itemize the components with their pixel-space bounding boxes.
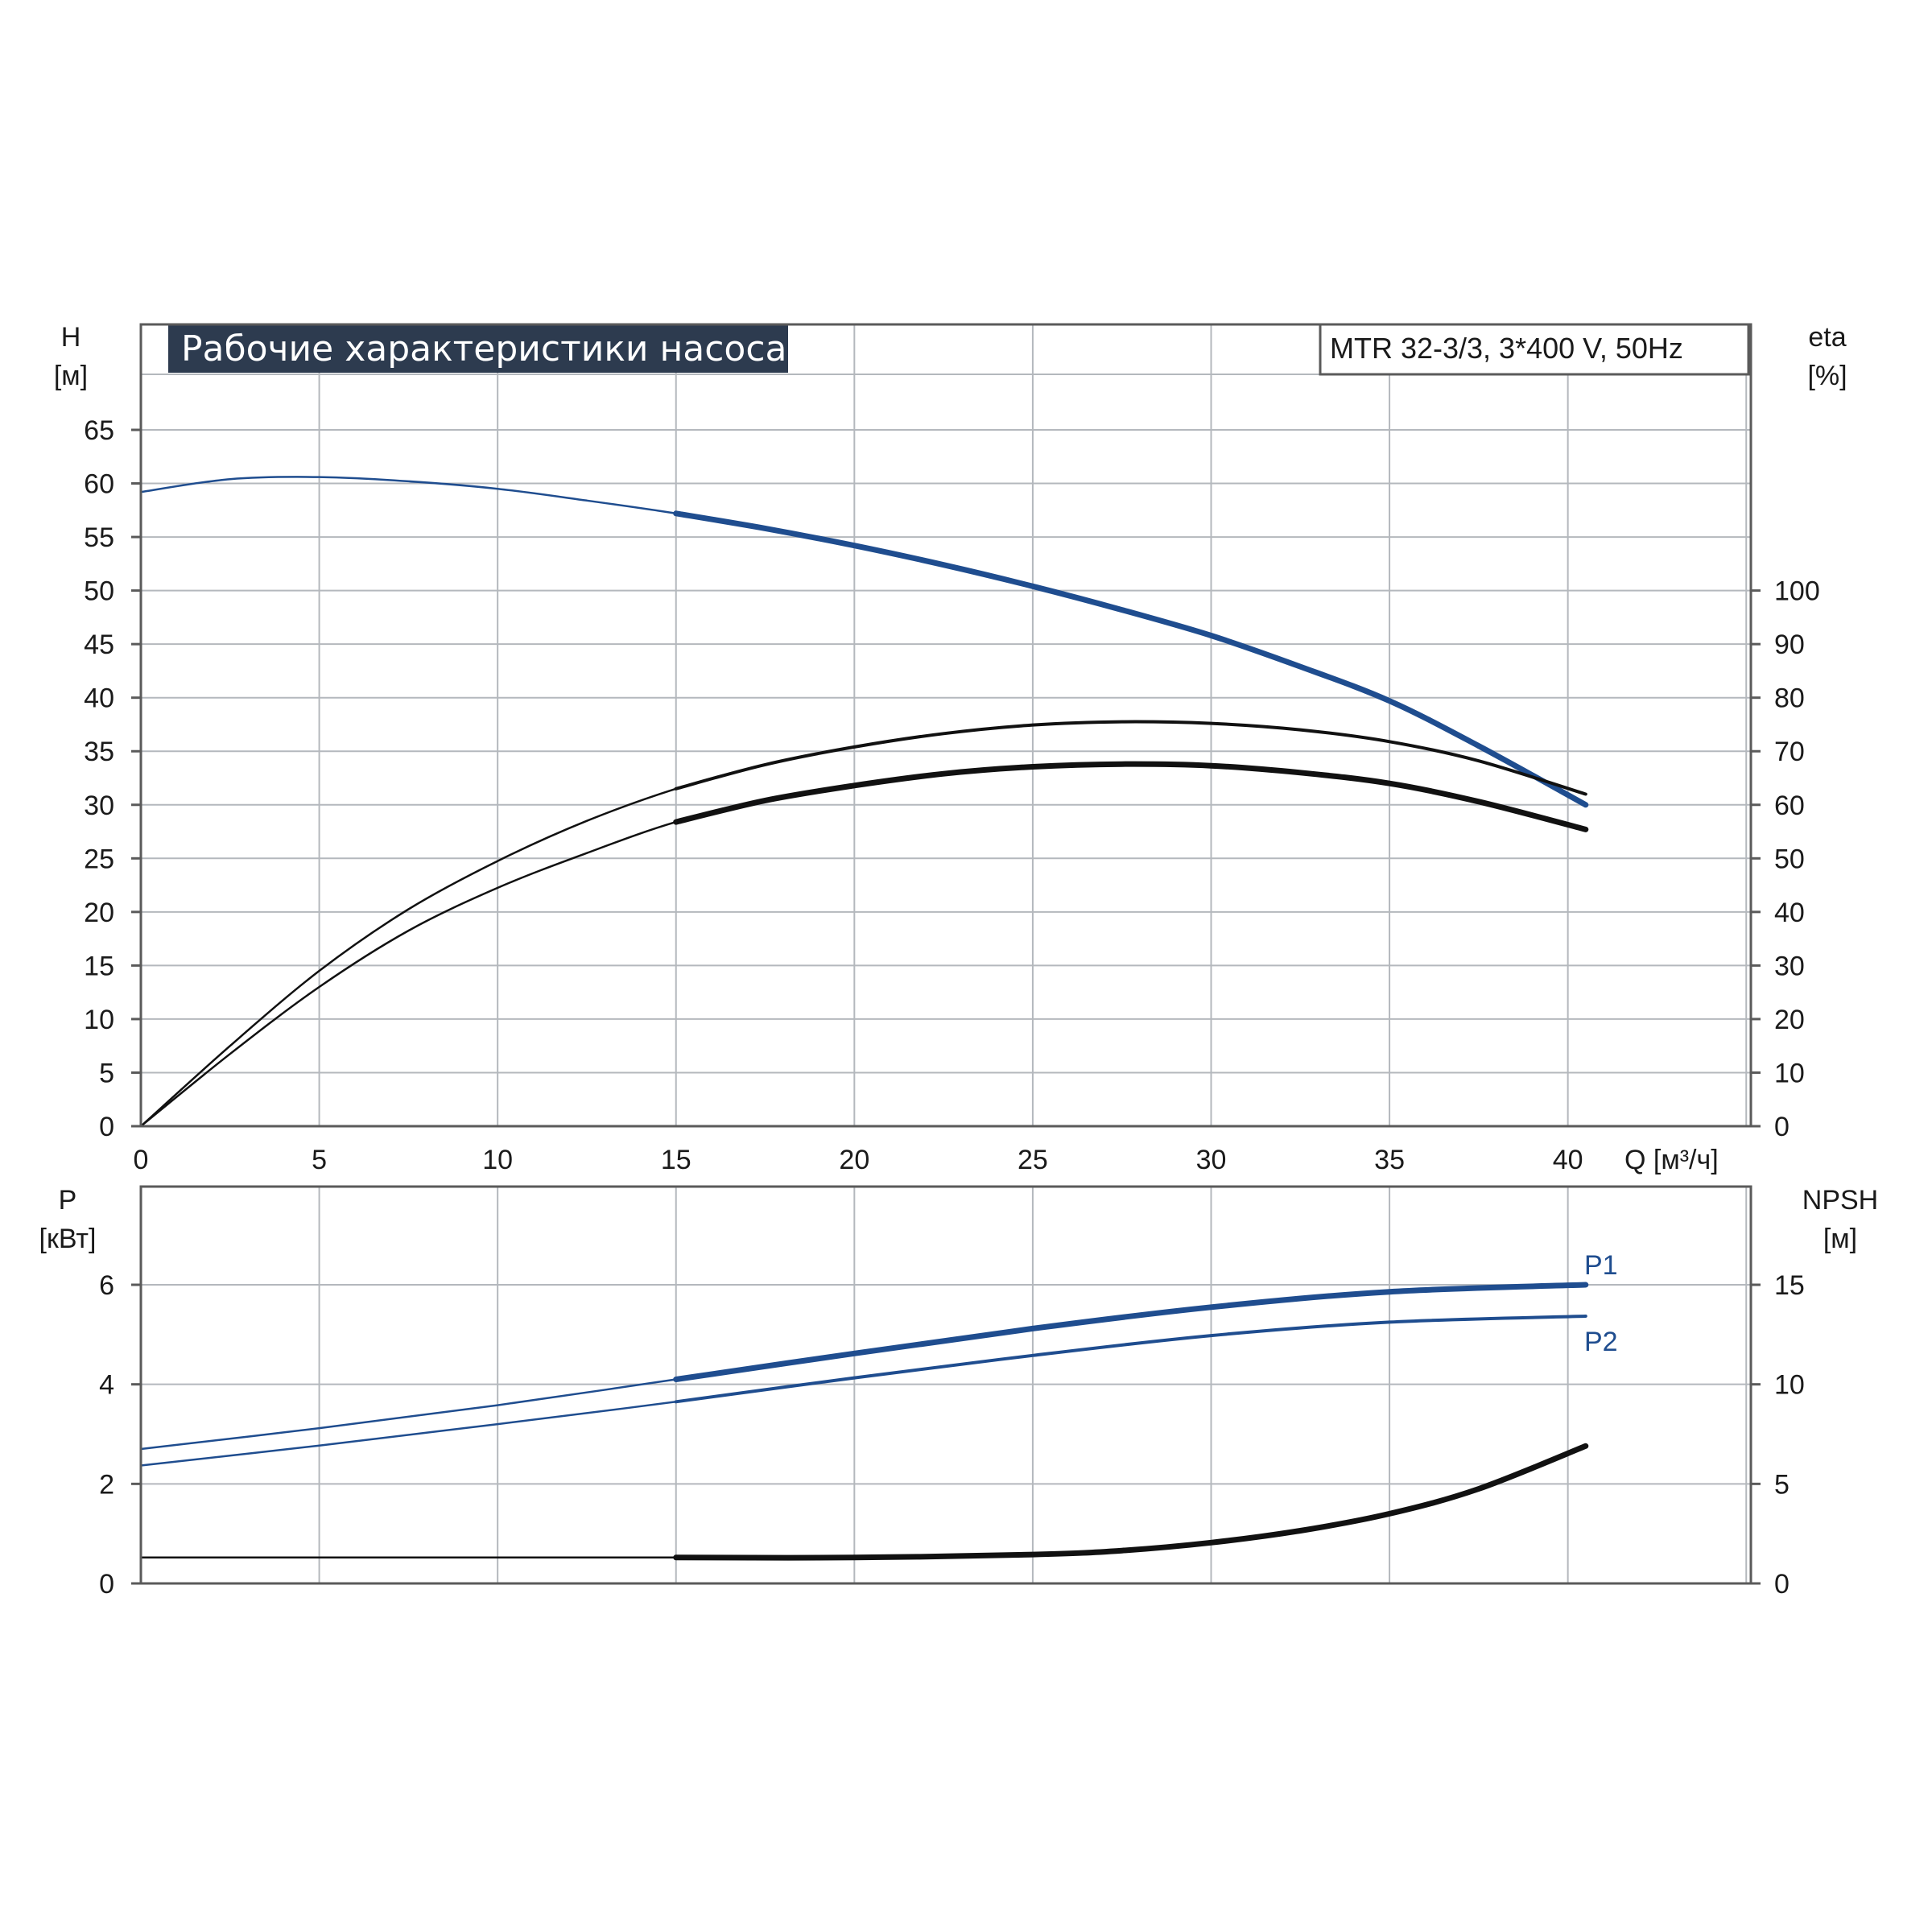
npsh-curve-line bbox=[139, 1445, 1587, 1559]
efficiency-curve-lower-bold-section bbox=[673, 761, 1589, 832]
model-label: MTR 32-3/3, 3*400 V, 50Hz bbox=[1330, 332, 1683, 365]
upper-left-tick-label: 10 bbox=[84, 1005, 114, 1035]
upper-right-tick-label: 0 bbox=[1774, 1112, 1790, 1142]
efficiency-curve-upper-bold-section bbox=[674, 720, 1587, 796]
bottom-right-axis-unit: [м] bbox=[1823, 1224, 1857, 1254]
bottom-left-axis-unit: [кВт] bbox=[39, 1224, 97, 1254]
x-tick-label: 40 bbox=[1553, 1145, 1583, 1175]
upper-left-tick-label: 20 bbox=[84, 898, 114, 928]
curves-layer bbox=[139, 476, 1589, 1561]
top-right-axis-unit: [%] bbox=[1807, 361, 1847, 391]
x-tick-label: 15 bbox=[661, 1145, 691, 1175]
upper-left-tick-label: 60 bbox=[84, 469, 114, 500]
upper-right-tick-label: 50 bbox=[1774, 844, 1805, 874]
upper-right-tick-label: 100 bbox=[1774, 576, 1820, 607]
upper-right-tick-label: 60 bbox=[1774, 791, 1805, 821]
lower-left-tick-label: 4 bbox=[99, 1370, 114, 1401]
lower-right-tick-label: 15 bbox=[1774, 1270, 1805, 1301]
lower-left-tick-label: 0 bbox=[99, 1569, 114, 1600]
lower-right-tick-label: 0 bbox=[1774, 1569, 1790, 1600]
upper-left-tick-label: 25 bbox=[84, 844, 114, 874]
lower-plot-frame bbox=[139, 1185, 1752, 1585]
model-box bbox=[1319, 323, 1750, 376]
upper-left-tick-label: 5 bbox=[99, 1058, 114, 1088]
lower-plot-grid bbox=[131, 1187, 1761, 1585]
upper-left-tick-label: 55 bbox=[84, 522, 114, 553]
upper-plot-grid bbox=[131, 324, 1761, 1128]
upper-right-tick-label: 80 bbox=[1774, 683, 1805, 714]
tick-labels-layer: 0 5 10 15 20 25 30 35 40051015202530354045505560… bbox=[84, 415, 1820, 1600]
lower-right-tick-label: 10 bbox=[1774, 1370, 1805, 1401]
bottom-right-axis-title: NPSH bbox=[1802, 1185, 1878, 1216]
p1-curve-bold-section bbox=[673, 1282, 1589, 1382]
upper-right-tick-label: 20 bbox=[1774, 1005, 1805, 1035]
p2-series-label: P2 bbox=[1584, 1327, 1618, 1357]
lower-right-tick-label: 5 bbox=[1774, 1469, 1790, 1500]
upper-plot-frame bbox=[139, 323, 1752, 1128]
x-tick-label: 5 bbox=[312, 1145, 327, 1175]
p2-curve-line bbox=[139, 1315, 1587, 1467]
x-axis-label: Q [м³/ч] bbox=[1624, 1145, 1719, 1175]
chart-title: Рабочие характеристики насоса bbox=[181, 328, 786, 369]
x-tick-label: 0 bbox=[134, 1145, 149, 1175]
x-tick-label: 35 bbox=[1374, 1145, 1405, 1175]
upper-left-tick-label: 40 bbox=[84, 683, 114, 714]
head-curve-line bbox=[139, 476, 1587, 807]
upper-right-tick-label: 10 bbox=[1774, 1058, 1805, 1088]
bottom-left-axis-title: P bbox=[59, 1185, 77, 1216]
p1-curve-line bbox=[139, 1283, 1587, 1451]
top-left-axis-unit: [м] bbox=[54, 361, 88, 391]
lower-left-tick-label: 2 bbox=[99, 1469, 114, 1500]
x-tick-label: 30 bbox=[1196, 1145, 1227, 1175]
upper-right-tick-label: 90 bbox=[1774, 630, 1805, 660]
upper-right-tick-label: 30 bbox=[1774, 951, 1805, 981]
upper-right-tick-label: 70 bbox=[1774, 737, 1805, 767]
x-tick-label: 25 bbox=[1018, 1145, 1048, 1175]
upper-right-tick-label: 40 bbox=[1774, 898, 1805, 928]
head-curve-bold-section bbox=[673, 510, 1589, 808]
upper-left-tick-label: 15 bbox=[84, 951, 114, 981]
upper-left-tick-label: 50 bbox=[84, 576, 114, 607]
npsh-curve-bold-section bbox=[673, 1443, 1589, 1561]
upper-left-tick-label: 30 bbox=[84, 791, 114, 821]
lower-left-tick-label: 6 bbox=[99, 1270, 114, 1301]
top-left-axis-title: H bbox=[61, 322, 81, 353]
top-right-axis-title: eta bbox=[1808, 322, 1846, 353]
upper-left-tick-label: 45 bbox=[84, 630, 114, 660]
x-tick-label: 10 bbox=[482, 1145, 513, 1175]
p1-series-label: P1 bbox=[1584, 1250, 1618, 1281]
upper-left-tick-label: 35 bbox=[84, 737, 114, 767]
upper-left-tick-label: 0 bbox=[99, 1112, 114, 1142]
upper-left-tick-label: 65 bbox=[84, 415, 114, 446]
x-tick-label: 20 bbox=[839, 1145, 869, 1175]
p2-curve-bold-section bbox=[674, 1315, 1587, 1404]
title-banner bbox=[168, 324, 788, 373]
